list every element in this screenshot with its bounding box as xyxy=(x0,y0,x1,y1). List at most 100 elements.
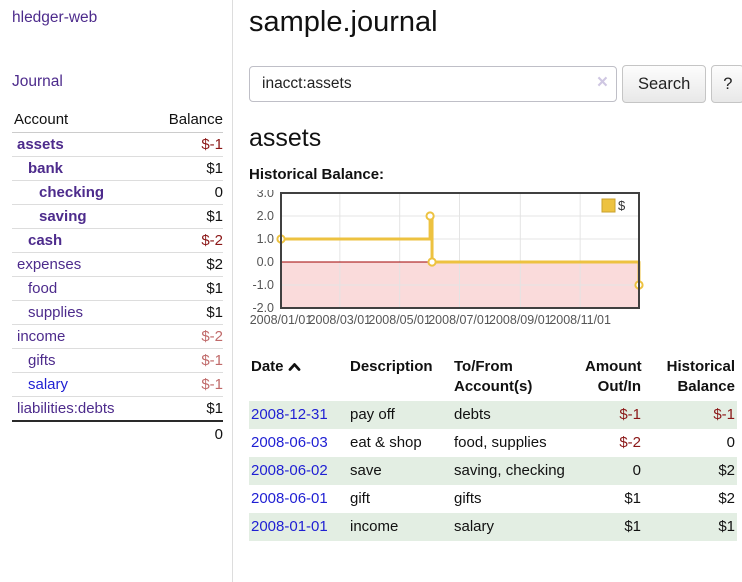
sidebar: hledger-web Journal Account Balance asse… xyxy=(0,0,233,582)
transaction-balance: $2 xyxy=(718,490,735,507)
transaction-description: gift xyxy=(350,490,371,507)
accounts-header-row: Account Balance xyxy=(12,108,223,133)
chart-label: Historical Balance: xyxy=(249,166,385,183)
account-balance: $-1 xyxy=(201,136,223,153)
historical-balance-chart[interactable]: 3.0 2.0 1.0 0.0 -1.0 -2.0 $2008/01/01 2008/03/0… xyxy=(245,190,647,334)
accounts-col-balance: Balance xyxy=(148,108,223,133)
account-row: cash $-2 xyxy=(12,228,223,253)
account-row: income $-2 xyxy=(12,324,223,349)
transaction-date-link[interactable]: 2008-06-03 xyxy=(251,434,328,451)
search-bar: × Search ? xyxy=(249,65,742,103)
account-link[interactable]: liabilities:debts xyxy=(17,400,115,417)
account-balance: 0 xyxy=(148,180,223,205)
transaction-accounts: debts xyxy=(454,406,491,423)
account-link[interactable]: checking xyxy=(39,184,105,201)
register-table: Date Description To/From Account(s) Amou… xyxy=(249,355,737,541)
register-col-balance[interactable]: Historical Balance xyxy=(666,358,735,395)
account-link[interactable]: gifts xyxy=(28,352,56,369)
account-link[interactable]: saving xyxy=(39,208,87,225)
svg-text:1.0: 1.0 xyxy=(257,232,274,246)
svg-text:2008/07/01: 2008/07/01 xyxy=(428,313,491,327)
svg-text:2008/11/01: 2008/11/01 xyxy=(549,313,611,327)
transaction-date-link[interactable]: 2008-01-01 xyxy=(251,518,328,535)
transaction-amount: $1 xyxy=(624,490,641,507)
svg-text:-1.0: -1.0 xyxy=(252,278,274,292)
accounts-total-value: 0 xyxy=(148,420,223,447)
account-heading: assets xyxy=(249,124,322,152)
account-link[interactable]: bank xyxy=(28,160,64,177)
transaction-accounts: gifts xyxy=(454,490,482,507)
transaction-date-link[interactable]: 2008-12-31 xyxy=(251,406,328,423)
account-row: food $1 xyxy=(12,276,223,301)
account-balance: $-2 xyxy=(148,228,223,253)
account-row: salary $-1 xyxy=(12,372,223,397)
help-button[interactable]: ? xyxy=(711,65,742,103)
sort-ascending-icon xyxy=(288,363,300,371)
transaction-description: eat & shop xyxy=(350,434,422,451)
account-row: checking 0 xyxy=(12,180,223,205)
account-balance: $1 xyxy=(148,204,223,229)
transaction-amount: $1 xyxy=(624,518,641,535)
account-row: assets $-1 xyxy=(12,133,223,157)
transaction-accounts: salary xyxy=(454,518,495,535)
search-button[interactable]: Search xyxy=(622,65,707,103)
register-row: 2008-06-02 save saving, checking 0 $2 xyxy=(249,457,737,485)
account-link[interactable]: food xyxy=(28,280,58,297)
register-col-description[interactable]: Description xyxy=(350,358,433,375)
transaction-amount: $-1 xyxy=(619,406,641,423)
transaction-amount: $-2 xyxy=(619,434,641,451)
svg-text:2008/03/01: 2008/03/01 xyxy=(309,313,372,327)
transaction-date-link[interactable]: 2008-06-02 xyxy=(251,462,328,479)
account-link[interactable]: income xyxy=(17,328,66,345)
account-balance: $-2 xyxy=(148,324,223,349)
account-row: saving $1 xyxy=(12,204,223,229)
accounts-table: Account Balance assets $-1 bank $1 checking 0… xyxy=(12,108,223,447)
account-balance: $-1 xyxy=(148,348,223,373)
register-row: 2008-12-31 pay off debts $-1 $-1 xyxy=(249,401,737,429)
transaction-balance: $2 xyxy=(718,462,735,479)
register-row: 2008-06-03 eat & shop food, supplies $-2 0 xyxy=(249,429,737,457)
account-row: gifts $-1 xyxy=(12,348,223,373)
account-row: supplies $1 xyxy=(12,300,223,325)
clear-search-icon[interactable]: × xyxy=(596,72,608,93)
svg-text:2008/09/01: 2008/09/01 xyxy=(489,313,552,327)
transaction-description: save xyxy=(350,462,382,479)
register-header-row: Date Description To/From Account(s) Amou… xyxy=(249,355,737,401)
transaction-amount: 0 xyxy=(632,462,641,479)
register-row: 2008-06-01 gift gifts $1 $2 xyxy=(249,485,737,513)
account-link[interactable]: expenses xyxy=(17,256,82,273)
transaction-accounts: food, supplies xyxy=(454,434,547,451)
account-balance: $1 xyxy=(148,396,223,421)
register-row: 2008-01-01 income salary $1 $1 xyxy=(249,513,737,541)
account-link[interactable]: assets xyxy=(17,136,64,153)
account-row: bank $1 xyxy=(12,156,223,181)
main-content: sample.journal × Search ? assets Histori… xyxy=(233,0,742,582)
account-link[interactable]: salary xyxy=(28,376,69,393)
transaction-accounts: saving, checking xyxy=(454,462,565,479)
transaction-description: pay off xyxy=(350,406,395,423)
svg-text:2.0: 2.0 xyxy=(257,209,274,223)
account-link[interactable]: cash xyxy=(28,232,63,249)
svg-text:$: $ xyxy=(618,198,626,213)
transaction-date-link[interactable]: 2008-06-01 xyxy=(251,490,328,507)
transaction-description: income xyxy=(350,518,399,535)
accounts-col-account: Account xyxy=(12,108,149,133)
svg-text:-2.0: -2.0 xyxy=(252,301,274,315)
transaction-balance: $-1 xyxy=(713,406,735,423)
svg-text:0.0: 0.0 xyxy=(257,255,274,269)
account-balance: $2 xyxy=(148,252,223,277)
nav-journal-link[interactable]: Journal xyxy=(12,73,63,90)
register-col-accounts[interactable]: To/From Account(s) xyxy=(454,358,533,395)
account-balance: $-1 xyxy=(148,372,223,397)
account-link[interactable]: supplies xyxy=(28,304,84,321)
search-input[interactable] xyxy=(249,66,617,102)
svg-text:3.0: 3.0 xyxy=(257,190,274,200)
register-col-amount[interactable]: Amount Out/In xyxy=(585,358,642,395)
register-col-date[interactable]: Date xyxy=(249,355,348,401)
svg-text:2008/05/01: 2008/05/01 xyxy=(368,313,431,327)
account-row: liabilities:debts $1 xyxy=(12,396,223,421)
account-balance: $1 xyxy=(148,300,223,325)
account-balance: $1 xyxy=(148,276,223,301)
brand-link[interactable]: hledger-web xyxy=(12,9,98,26)
